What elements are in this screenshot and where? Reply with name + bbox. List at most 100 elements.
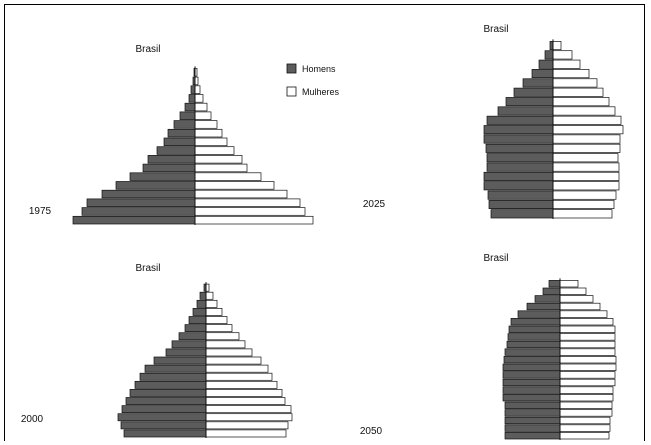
- female-bar: [559, 325, 616, 333]
- legend-male-swatch: [286, 63, 297, 74]
- female-bar: [552, 78, 598, 88]
- year-label: 2050: [360, 426, 383, 437]
- female-bar: [559, 333, 616, 341]
- female-bar: [559, 401, 613, 409]
- male-bar: [504, 348, 561, 356]
- male-bar: [190, 85, 196, 94]
- female-bar: [559, 340, 616, 349]
- male-bar: [101, 189, 196, 199]
- pyramid-title: Brasil: [483, 24, 508, 35]
- male-bar: [117, 413, 207, 422]
- year-label: 2025: [363, 199, 386, 210]
- female-bar: [194, 137, 228, 147]
- male-bar: [171, 340, 207, 349]
- female-bar: [194, 189, 288, 199]
- female-bar: [194, 128, 223, 138]
- male-bar: [483, 171, 554, 181]
- female-bar: [205, 299, 218, 308]
- female-bar: [205, 340, 246, 349]
- female-bar: [552, 162, 620, 172]
- female-bar: [194, 85, 201, 94]
- female-bar: [559, 378, 616, 387]
- female-bar: [194, 181, 275, 190]
- female-bar: [552, 125, 624, 135]
- female-bar: [205, 348, 253, 357]
- female-bar: [552, 115, 622, 125]
- male-bar: [196, 299, 207, 308]
- legend-female-swatch: [286, 86, 297, 97]
- female-bar: [194, 120, 218, 129]
- female-bar: [205, 291, 214, 300]
- female-bar: [559, 280, 579, 288]
- female-bar: [559, 318, 614, 326]
- female-bar: [205, 429, 287, 438]
- female-bar: [559, 287, 587, 295]
- female-bar: [552, 143, 621, 153]
- male-bar: [502, 363, 561, 371]
- male-bar: [502, 378, 561, 387]
- pyramid-title: Brasil: [135, 44, 160, 55]
- male-bar: [508, 325, 561, 333]
- female-bar: [205, 332, 240, 341]
- female-bar: [552, 87, 604, 97]
- male-bar: [139, 372, 207, 381]
- male-bar: [497, 106, 554, 116]
- male-bar: [86, 198, 196, 207]
- male-bar: [486, 153, 554, 163]
- female-bar: [194, 163, 248, 173]
- female-bar: [205, 389, 283, 397]
- male-bar: [542, 287, 561, 295]
- male-bar: [503, 356, 561, 364]
- female-bar: [205, 308, 223, 316]
- female-bar: [205, 405, 292, 414]
- female-bar: [559, 356, 617, 364]
- male-bar: [165, 348, 207, 357]
- male-bar: [504, 432, 561, 440]
- male-bar: [72, 215, 196, 225]
- male-bar: [507, 333, 561, 341]
- pyramid-title: Brasil: [483, 253, 508, 264]
- male-bar: [483, 134, 554, 144]
- female-bar: [194, 172, 262, 181]
- male-bar: [522, 78, 554, 88]
- female-bar: [559, 295, 594, 303]
- female-bar: [552, 134, 621, 144]
- male-bar: [487, 190, 554, 200]
- male-bar: [544, 50, 554, 60]
- male-bar: [504, 424, 561, 432]
- female-bar: [552, 190, 617, 200]
- male-bar: [178, 332, 207, 341]
- legend-male-label: Homens: [302, 64, 336, 74]
- legend-female-label: Mulheres: [302, 87, 340, 97]
- female-bar: [559, 302, 601, 311]
- male-bar: [506, 340, 561, 349]
- male-bar: [81, 207, 196, 216]
- female-bar: [559, 363, 617, 371]
- female-bar: [205, 413, 293, 422]
- male-bar: [538, 59, 554, 69]
- male-bar: [123, 429, 207, 438]
- female-bar: [552, 69, 590, 79]
- male-bar: [144, 364, 207, 373]
- male-bar: [517, 310, 561, 318]
- male-bar: [142, 163, 196, 173]
- female-bar: [205, 324, 233, 333]
- female-bar: [205, 356, 262, 365]
- male-bar: [486, 115, 554, 125]
- female-bar: [552, 97, 610, 107]
- female-bar: [552, 106, 616, 116]
- female-bar: [559, 371, 616, 379]
- female-bar: [205, 421, 289, 430]
- female-bar: [552, 181, 620, 191]
- male-bar: [192, 308, 207, 316]
- male-bar: [504, 416, 561, 425]
- male-bar: [121, 405, 207, 414]
- male-bar: [486, 162, 554, 172]
- male-bar: [188, 94, 196, 103]
- male-bar: [173, 120, 196, 129]
- female-bar: [559, 424, 611, 432]
- male-bar: [483, 181, 554, 191]
- female-bar: [559, 310, 608, 318]
- male-bar: [513, 87, 554, 97]
- female-bar: [552, 199, 615, 210]
